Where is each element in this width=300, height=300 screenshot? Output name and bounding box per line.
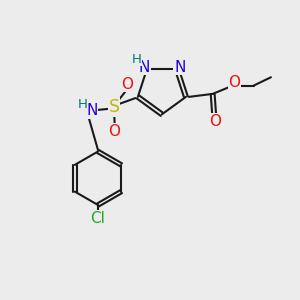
Text: S: S [109,98,120,116]
Text: H: H [77,98,87,111]
Text: Cl: Cl [91,211,105,226]
Text: N: N [138,60,150,75]
Text: O: O [108,124,120,139]
Text: N: N [174,60,185,75]
Text: O: O [228,75,240,90]
Text: H: H [132,52,142,66]
Text: O: O [209,114,221,129]
Text: N: N [86,103,98,118]
Text: O: O [121,76,133,92]
